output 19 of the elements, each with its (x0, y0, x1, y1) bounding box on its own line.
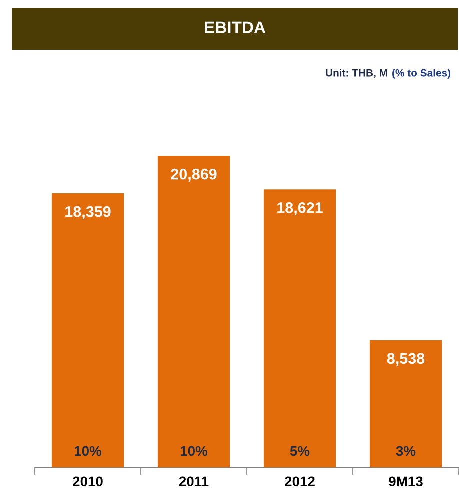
data-label: 18,359 (66, 206, 111, 220)
annotation: 5% (290, 446, 310, 456)
annotation: 10% (180, 446, 208, 456)
bar (52, 194, 124, 468)
x-tick-label: 2012 (285, 476, 315, 487)
data-label: 8,538 (387, 353, 425, 366)
annotation: 10% (74, 446, 102, 456)
data-label: 20,869 (171, 168, 217, 182)
annotation: 3% (396, 446, 416, 456)
bar (158, 156, 230, 468)
chart-title: EBITDA (205, 22, 266, 34)
chart-subtitle: Unit: THB, M (326, 69, 388, 78)
data-label: 18,621 (278, 202, 323, 216)
bar (264, 190, 336, 468)
bar (370, 340, 442, 468)
x-tick-label: 9M13 (389, 476, 423, 487)
text: (% to Sales) (392, 69, 451, 79)
x-tick-label: 2011 (179, 476, 209, 487)
x-tick-label: 2010 (73, 476, 103, 487)
